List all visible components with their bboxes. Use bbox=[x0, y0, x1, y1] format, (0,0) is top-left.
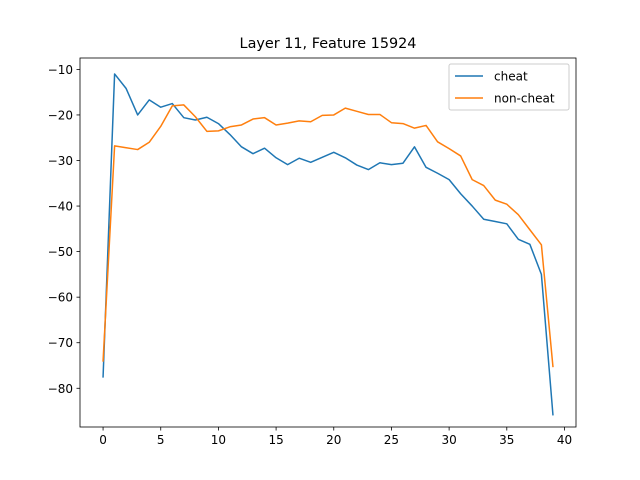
legend-label-cheat: cheat bbox=[494, 70, 528, 84]
x-tick-label: 30 bbox=[441, 433, 456, 447]
x-tick-label: 40 bbox=[557, 433, 572, 447]
y-tick-label: −20 bbox=[48, 108, 73, 122]
x-tick-label: 15 bbox=[268, 433, 283, 447]
legend: cheat non-cheat bbox=[448, 63, 570, 111]
x-tick-label: 5 bbox=[157, 433, 165, 447]
y-tick-label: −30 bbox=[48, 154, 73, 168]
x-tick-label: 20 bbox=[326, 433, 341, 447]
y-tick-label: −50 bbox=[48, 245, 73, 259]
y-tick-label: −70 bbox=[48, 336, 73, 350]
plot-area: 0 5 10 15 20 25 30 35 40 −80 −70 −60 −50 −40 −30 −20 −10 bbox=[48, 57, 577, 447]
chart-title: Layer 11, Feature 15924 bbox=[240, 36, 417, 52]
series-line-cheat bbox=[102, 73, 554, 416]
y-tick-label: −10 bbox=[48, 63, 73, 77]
y-tick-label: −40 bbox=[48, 200, 73, 214]
x-tick-label: 10 bbox=[211, 433, 226, 447]
y-tick-label: −60 bbox=[48, 291, 73, 305]
x-tick-label: 25 bbox=[384, 433, 399, 447]
x-tick-label: 35 bbox=[499, 433, 514, 447]
x-tick-label: 0 bbox=[99, 433, 107, 447]
axes-frame bbox=[79, 57, 577, 428]
legend-label-non-cheat: non-cheat bbox=[494, 92, 555, 106]
series-line-non-cheat bbox=[102, 104, 554, 368]
y-tick-label: −80 bbox=[48, 382, 73, 396]
